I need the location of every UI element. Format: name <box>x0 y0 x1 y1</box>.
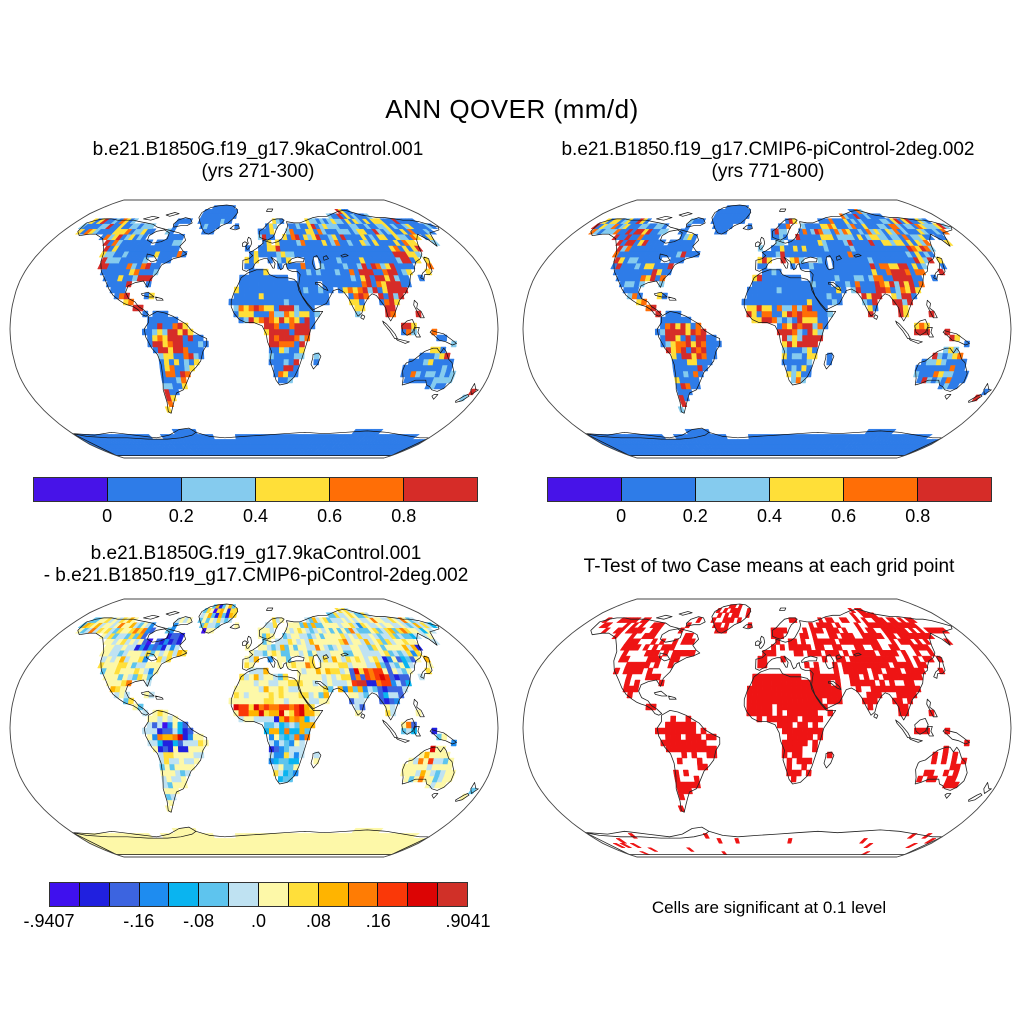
colorbar-ticks-difference: -.9407 -.16 -.08 .0 .08 .16 .9041 <box>23 911 490 933</box>
colorbar-tick-label: -.9407 <box>23 911 75 931</box>
map-picontrol <box>522 199 1012 459</box>
colorbar-tick-label: .08 <box>305 911 331 931</box>
colorbar-segment <box>287 883 318 906</box>
colorbar-segment <box>769 478 843 501</box>
colorbar-tick-label: 0.4 <box>756 506 783 526</box>
panel-title-line2: (yrs 271-300) <box>201 161 315 182</box>
panel-title-line1: b.e21.B1850G.f19_g17.9kaControl.001 <box>92 139 424 160</box>
coastlines <box>585 204 992 456</box>
panel-title-line1: b.e21.B1850.f19_g17.CMIP6-piControl-2deg… <box>561 139 975 160</box>
map-ttest-significance <box>522 598 1012 858</box>
colorbar-tick-label: 0.8 <box>905 506 931 526</box>
colorbar-ticks-picontrol: 0 0.2 0.4 0.6 0.8 <box>547 506 992 528</box>
colorbar-tick-label: 0 <box>616 506 627 526</box>
map-difference <box>9 598 499 858</box>
panel-title-ttest: T-Test of two Case means at each grid po… <box>514 556 1024 578</box>
coastlines <box>72 204 479 456</box>
colorbar-ticks-9ka-control: 0 0.2 0.4 0.6 0.8 <box>33 506 478 528</box>
coastlines <box>585 603 992 855</box>
colorbar-segment <box>50 883 79 906</box>
panel-title-line2: (yrs 771-800) <box>711 161 825 182</box>
colorbar-segment <box>407 883 438 906</box>
panel-title-picontrol: b.e21.B1850.f19_g17.CMIP6-piControl-2deg… <box>512 139 1024 183</box>
map-boundary <box>9 598 499 858</box>
colorbar-segment <box>347 883 378 906</box>
map-9ka-control <box>9 199 499 459</box>
colorbar-segment <box>138 883 169 906</box>
map-boundary <box>522 598 1012 858</box>
panel-title-line1: T-Test of two Case means at each grid po… <box>583 556 955 577</box>
land-grid-cells <box>585 205 991 456</box>
map-boundary <box>522 199 1012 459</box>
colorbar-segment <box>78 883 109 906</box>
colorbar-9ka-control <box>33 477 478 502</box>
coastlines <box>72 603 479 855</box>
colorbar-segment <box>107 478 181 501</box>
colorbar-tick-label: 0.6 <box>831 506 857 526</box>
colorbar-segment <box>621 478 695 501</box>
land-grid-cells <box>72 604 478 855</box>
figure-title: ANN QOVER (mm/d) <box>385 94 639 124</box>
colorbar-tick-label: .0 <box>250 911 267 931</box>
colorbar-tick-label: 0.4 <box>242 506 269 526</box>
colorbar-segment <box>403 478 477 501</box>
colorbar-difference <box>49 882 468 907</box>
colorbar-segment <box>255 478 329 501</box>
colorbar-picontrol <box>547 477 992 502</box>
colorbar-tick-label: -.16 <box>123 911 155 931</box>
colorbar-segment <box>317 883 348 906</box>
colorbar-tick-label: .9041 <box>445 911 491 931</box>
panel-title-9ka-control: b.e21.B1850G.f19_g17.9kaControl.001 (yrs… <box>8 139 508 183</box>
land-grid-cells <box>72 205 478 456</box>
panel-title-line2: - b.e21.B1850.f19_g17.CMIP6-piControl-2d… <box>43 565 469 586</box>
colorbar-segment <box>258 883 288 906</box>
significance-caption: Cells are significant at 0.1 level <box>651 898 887 917</box>
panel-title-line1: b.e21.B1850G.f19_g17.9kaControl.001 <box>90 543 422 564</box>
colorbar-tick-label: 0.2 <box>168 506 194 526</box>
colorbar-segment <box>917 478 991 501</box>
colorbar-segment <box>168 883 199 906</box>
colorbar-segment <box>228 883 259 906</box>
panel-title-difference: b.e21.B1850G.f19_g17.9kaControl.001 - b.… <box>0 543 512 587</box>
colorbar-tick-label: 0.6 <box>317 506 343 526</box>
colorbar-segment <box>695 478 769 501</box>
colorbar-tick-label: -.08 <box>183 911 215 931</box>
colorbar-segment <box>329 478 403 501</box>
colorbar-segment <box>437 883 468 906</box>
land-grid-cells <box>598 604 970 855</box>
colorbar-segment <box>181 478 255 501</box>
colorbar-tick-label: .16 <box>365 911 391 931</box>
colorbar-tick-label: 0.8 <box>391 506 417 526</box>
colorbar-tick-label: 0.2 <box>682 506 708 526</box>
colorbar-segment <box>377 883 408 906</box>
colorbar-segment <box>843 478 917 501</box>
map-boundary <box>9 199 499 459</box>
colorbar-segment <box>548 478 621 501</box>
colorbar-segment <box>198 883 229 906</box>
colorbar-segment <box>34 478 107 501</box>
colorbar-segment <box>108 883 139 906</box>
colorbar-tick-label: 0 <box>102 506 113 526</box>
